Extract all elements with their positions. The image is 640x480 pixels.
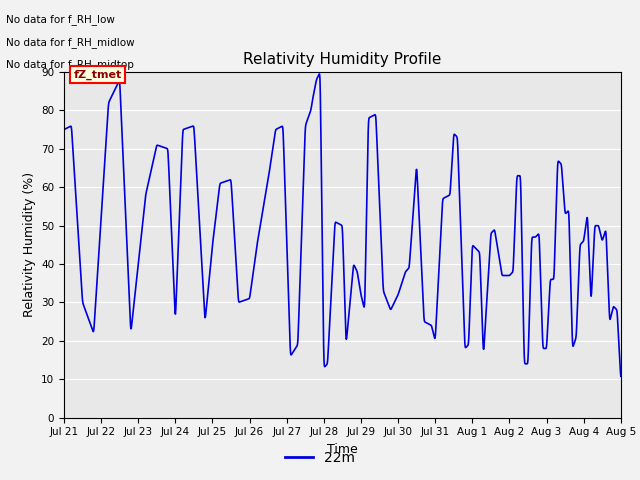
Text: No data for f_RH_low: No data for f_RH_low <box>6 14 115 25</box>
Legend: 22m: 22m <box>280 445 360 471</box>
Title: Relativity Humidity Profile: Relativity Humidity Profile <box>243 52 442 67</box>
Text: fZ_tmet: fZ_tmet <box>74 70 122 80</box>
Text: No data for f_RH_midlow: No data for f_RH_midlow <box>6 37 135 48</box>
X-axis label: Time: Time <box>327 443 358 456</box>
Y-axis label: Relativity Humidity (%): Relativity Humidity (%) <box>22 172 36 317</box>
Text: No data for f_RH_midtop: No data for f_RH_midtop <box>6 60 134 71</box>
